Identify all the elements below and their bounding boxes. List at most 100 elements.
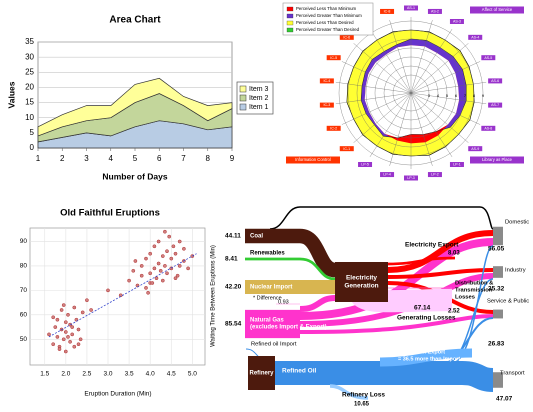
axis-label: AS-1 [407, 6, 415, 10]
axis-label-box [488, 102, 503, 108]
radar-spoke [410, 92, 469, 143]
radar-spoke [353, 92, 412, 143]
point [70, 325, 75, 329]
input-label: Coal [250, 234, 263, 240]
r-tick-label: 5 [446, 93, 449, 98]
point [55, 317, 60, 322]
legend-label: Item 1 [249, 104, 269, 111]
trend-line [48, 253, 197, 338]
x-tick-label: 3.0 [103, 371, 112, 378]
point [80, 310, 85, 315]
axis-label-box [319, 78, 334, 84]
point [171, 244, 176, 249]
point [57, 347, 62, 351]
input-value: 44.11 [225, 233, 241, 240]
loss-value: 8.03 [448, 251, 460, 257]
r-tick-label: 4 [437, 93, 440, 98]
point [163, 229, 167, 234]
x-tick-label: 6 [157, 154, 162, 163]
point [148, 271, 153, 276]
point [148, 251, 153, 256]
point [66, 312, 70, 317]
x-tick-label: 4.5 [167, 371, 176, 378]
point [177, 264, 182, 268]
output-value: 26.83 [488, 341, 505, 348]
axis-label-box [468, 34, 483, 40]
group-label-box [470, 6, 524, 14]
axis-label: AS-9 [471, 147, 479, 151]
input-label: (excludes Import & Export) [250, 325, 327, 331]
output-node [493, 309, 503, 319]
x-tick-label: 3.5 [125, 371, 134, 378]
point [139, 264, 144, 268]
x-tick-label: 2 [60, 154, 65, 163]
point [55, 335, 60, 339]
y-tick-label: 10 [25, 113, 34, 122]
output-label: Service & Public [487, 299, 529, 305]
electricity-export-flow [387, 256, 456, 266]
legend-label: Perceived Greater Than Minimum [296, 13, 362, 18]
radar-spoke [369, 92, 412, 158]
difference-label: * Difference [253, 295, 282, 301]
refined-oil-export-flow [379, 348, 473, 367]
output-value: 56.05 [488, 246, 505, 253]
axis-label: AS-3 [453, 20, 461, 24]
output-label: Industry [505, 268, 526, 274]
point [76, 342, 81, 347]
point [177, 239, 182, 244]
point [146, 290, 150, 295]
legend-swatch [239, 103, 247, 111]
difference-value: 0.93 [278, 299, 289, 305]
axis-label: IC-3 [323, 103, 330, 107]
legend-label: Perceived Less Than Desired [296, 20, 354, 25]
axis-label-box [380, 8, 395, 14]
r-tick-label: 9 [482, 93, 485, 98]
loss-label: Electricity Export [405, 242, 459, 249]
axis-label-box [326, 55, 341, 61]
legend-swatch [286, 27, 294, 33]
refined-oil-flow [449, 245, 494, 365]
point [150, 281, 155, 285]
electricity-flow [387, 268, 494, 279]
point [169, 256, 174, 261]
axis-label-box [427, 172, 442, 178]
point [152, 266, 157, 271]
point [144, 256, 148, 261]
loss-label: Generating Losses [397, 315, 456, 322]
x-tick-label: 1.5 [40, 371, 49, 378]
x-tick-label: 9 [230, 154, 235, 163]
radar-spoke [369, 28, 412, 94]
axis-label-box [404, 175, 418, 181]
y-tick-label: 70 [20, 287, 28, 294]
x-tick-label: 5.0 [188, 371, 197, 378]
y-tick-label: 30 [25, 52, 34, 61]
point [131, 268, 136, 273]
point [59, 308, 64, 312]
plot-area [29, 227, 206, 366]
y-tick-label: 80 [20, 263, 28, 270]
input-value: 8.41 [225, 256, 238, 263]
axis-label: IC-8 [384, 10, 391, 14]
loss-label: Distribution & [455, 281, 493, 287]
axis-label: LP-3 [407, 176, 415, 180]
y-tick-label: 50 [20, 336, 28, 343]
loss-value: 10.65 [354, 402, 370, 408]
point [78, 337, 83, 342]
x-tick-label: 3 [84, 154, 89, 163]
node-label: Generation [344, 283, 378, 290]
point [61, 303, 66, 307]
point [85, 298, 89, 303]
point [61, 337, 66, 342]
radar-spoke [410, 92, 433, 166]
axis-label-box [449, 18, 464, 24]
input-value: 42.20 [225, 284, 242, 291]
radar-spoke [335, 92, 412, 104]
point [165, 249, 169, 254]
axis-label: IC-6 [343, 35, 350, 39]
x-axis-label: Number of Days [102, 171, 167, 181]
r-tick-label: 7 [464, 93, 467, 98]
x-tick-label: 4 [109, 154, 114, 163]
electricity-node [335, 262, 388, 302]
x-tick-label: 1 [36, 154, 41, 163]
point [160, 278, 165, 283]
